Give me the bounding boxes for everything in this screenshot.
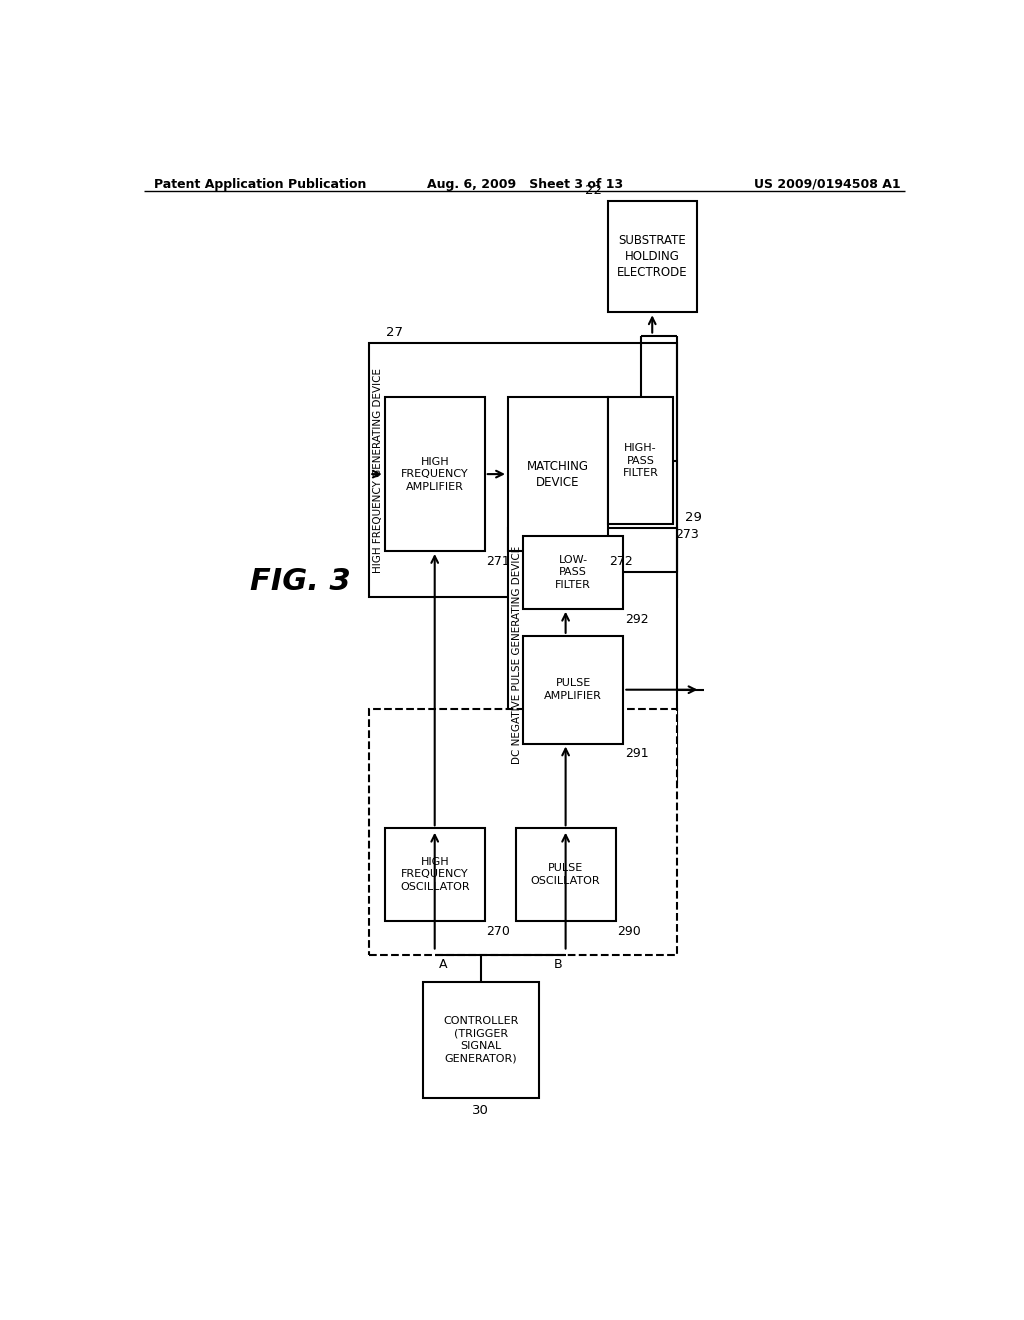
Text: DC NEGATIVE PULSE GENERATING DEVICE: DC NEGATIVE PULSE GENERATING DEVICE [512, 546, 522, 764]
Bar [385, 829, 484, 921]
Text: CONTROLLER
(TRIGGER
SIGNAL
GENERATOR): CONTROLLER (TRIGGER SIGNAL GENERATOR) [443, 1016, 518, 1064]
Bar [370, 709, 677, 956]
Text: 29: 29 [685, 511, 701, 524]
Bar [508, 397, 608, 552]
Text: 270: 270 [486, 924, 510, 937]
Bar [608, 397, 674, 524]
Text: Patent Application Publication: Patent Application Publication [154, 178, 366, 190]
Text: FIG. 3: FIG. 3 [250, 568, 350, 597]
Text: HIGH
FREQUENCY
AMPLIFIER: HIGH FREQUENCY AMPLIFIER [401, 457, 469, 491]
Text: US 2009/0194508 A1: US 2009/0194508 A1 [754, 178, 900, 190]
Bar [385, 397, 484, 552]
Text: Aug. 6, 2009   Sheet 3 of 13: Aug. 6, 2009 Sheet 3 of 13 [427, 178, 623, 190]
Text: 30: 30 [472, 1104, 489, 1117]
Text: 290: 290 [617, 924, 641, 937]
Text: 272: 272 [609, 554, 633, 568]
Text: A: A [438, 958, 447, 970]
Text: MATCHING
DEVICE: MATCHING DEVICE [527, 459, 589, 488]
Text: 291: 291 [625, 747, 648, 760]
Text: 273: 273 [675, 528, 698, 541]
Text: LOW-
PASS
FILTER: LOW- PASS FILTER [555, 554, 591, 590]
Text: 271: 271 [486, 554, 510, 568]
Bar [370, 343, 677, 598]
Bar [515, 829, 615, 921]
Bar [608, 201, 696, 313]
Bar [508, 528, 677, 781]
Bar [523, 536, 624, 609]
Text: PULSE
AMPLIFIER: PULSE AMPLIFIER [545, 678, 602, 701]
Text: HIGH
FREQUENCY
OSCILLATOR: HIGH FREQUENCY OSCILLATOR [400, 857, 470, 892]
Bar [523, 636, 624, 743]
Text: 292: 292 [625, 612, 648, 626]
Bar [423, 982, 539, 1098]
Text: 22: 22 [585, 183, 602, 197]
Text: B: B [554, 958, 562, 970]
Text: HIGH-
PASS
FILTER: HIGH- PASS FILTER [623, 444, 658, 478]
Text: PULSE
OSCILLATOR: PULSE OSCILLATOR [530, 863, 600, 886]
Text: SUBSTRATE
HOLDING
ELECTRODE: SUBSTRATE HOLDING ELECTRODE [616, 234, 687, 279]
Text: HIGH FREQUENCY GENERATING DEVICE: HIGH FREQUENCY GENERATING DEVICE [374, 368, 384, 573]
Text: 27: 27 [386, 326, 403, 339]
